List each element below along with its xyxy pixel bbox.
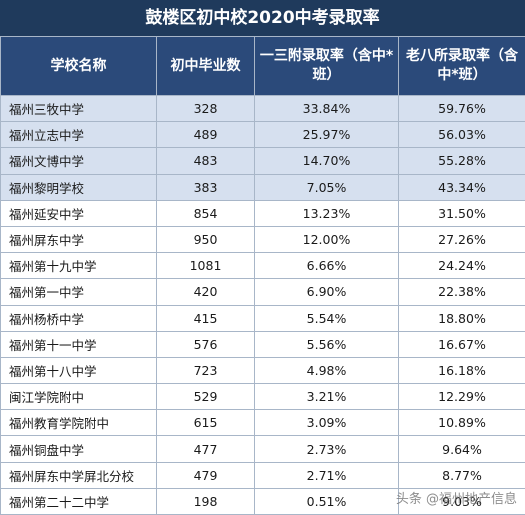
header-rate-13: 一三附录取率（含中*班） [255, 37, 399, 96]
school-name-cell: 福州立志中学 [1, 122, 157, 148]
graduates-cell: 383 [157, 174, 255, 200]
rate-8-cell: 56.03% [399, 122, 525, 148]
rate-13-cell: 6.66% [255, 253, 399, 279]
graduates-cell: 483 [157, 148, 255, 174]
header-school-name: 学校名称 [1, 37, 157, 96]
graduates-cell: 479 [157, 462, 255, 488]
rate-8-cell: 31.50% [399, 200, 525, 226]
school-name-cell: 福州杨桥中学 [1, 305, 157, 331]
graduates-cell: 420 [157, 279, 255, 305]
admission-rate-table: 学校名称 初中毕业数 一三附录取率（含中*班） 老八所录取率（含中*班） 福州三… [0, 36, 525, 515]
school-name-cell: 福州三牧中学 [1, 96, 157, 122]
graduates-cell: 529 [157, 384, 255, 410]
rate-13-cell: 3.09% [255, 410, 399, 436]
school-name-cell: 闽江学院附中 [1, 384, 157, 410]
school-name-cell: 福州第二十二中学 [1, 488, 157, 514]
graduates-cell: 198 [157, 488, 255, 514]
school-name-cell: 福州教育学院附中 [1, 410, 157, 436]
header-rate-8: 老八所录取率（含中*班） [399, 37, 525, 96]
rate-13-cell: 5.54% [255, 305, 399, 331]
school-name-cell: 福州第十八中学 [1, 357, 157, 383]
school-name-cell: 福州第一中学 [1, 279, 157, 305]
rate-13-cell: 3.21% [255, 384, 399, 410]
rate-13-cell: 5.56% [255, 331, 399, 357]
rate-13-cell: 13.23% [255, 200, 399, 226]
rate-13-cell: 4.98% [255, 357, 399, 383]
rate-8-cell: 9.03% [399, 488, 525, 514]
rate-13-cell: 2.71% [255, 462, 399, 488]
school-name-cell: 福州第十九中学 [1, 253, 157, 279]
graduates-cell: 615 [157, 410, 255, 436]
graduates-cell: 854 [157, 200, 255, 226]
school-name-cell: 福州屏东中学屏北分校 [1, 462, 157, 488]
graduates-cell: 950 [157, 226, 255, 252]
rate-8-cell: 12.29% [399, 384, 525, 410]
rate-8-cell: 27.26% [399, 226, 525, 252]
rate-8-cell: 59.76% [399, 96, 525, 122]
rate-8-cell: 10.89% [399, 410, 525, 436]
rate-8-cell: 24.24% [399, 253, 525, 279]
school-name-cell: 福州黎明学校 [1, 174, 157, 200]
school-name-cell: 福州屏东中学 [1, 226, 157, 252]
rate-13-cell: 14.70% [255, 148, 399, 174]
rate-13-cell: 7.05% [255, 174, 399, 200]
table-title: 鼓楼区初中校2020中考录取率 [0, 0, 525, 36]
rate-8-cell: 43.34% [399, 174, 525, 200]
graduates-cell: 576 [157, 331, 255, 357]
graduates-cell: 1081 [157, 253, 255, 279]
graduates-cell: 415 [157, 305, 255, 331]
rate-8-cell: 16.67% [399, 331, 525, 357]
school-name-cell: 福州铜盘中学 [1, 436, 157, 462]
rate-13-cell: 33.84% [255, 96, 399, 122]
graduates-cell: 723 [157, 357, 255, 383]
header-graduates: 初中毕业数 [157, 37, 255, 96]
rate-8-cell: 55.28% [399, 148, 525, 174]
rate-8-cell: 8.77% [399, 462, 525, 488]
rate-13-cell: 0.51% [255, 488, 399, 514]
graduates-cell: 328 [157, 96, 255, 122]
school-name-cell: 福州第十一中学 [1, 331, 157, 357]
rate-13-cell: 12.00% [255, 226, 399, 252]
rate-8-cell: 9.64% [399, 436, 525, 462]
rate-8-cell: 18.80% [399, 305, 525, 331]
rate-8-cell: 16.18% [399, 357, 525, 383]
school-name-cell: 福州文博中学 [1, 148, 157, 174]
graduates-cell: 489 [157, 122, 255, 148]
rate-8-cell: 22.38% [399, 279, 525, 305]
rate-13-cell: 6.90% [255, 279, 399, 305]
graduates-cell: 477 [157, 436, 255, 462]
rate-13-cell: 2.73% [255, 436, 399, 462]
rate-13-cell: 25.97% [255, 122, 399, 148]
school-name-cell: 福州延安中学 [1, 200, 157, 226]
header-row: 学校名称 初中毕业数 一三附录取率（含中*班） 老八所录取率（含中*班） [1, 37, 525, 96]
